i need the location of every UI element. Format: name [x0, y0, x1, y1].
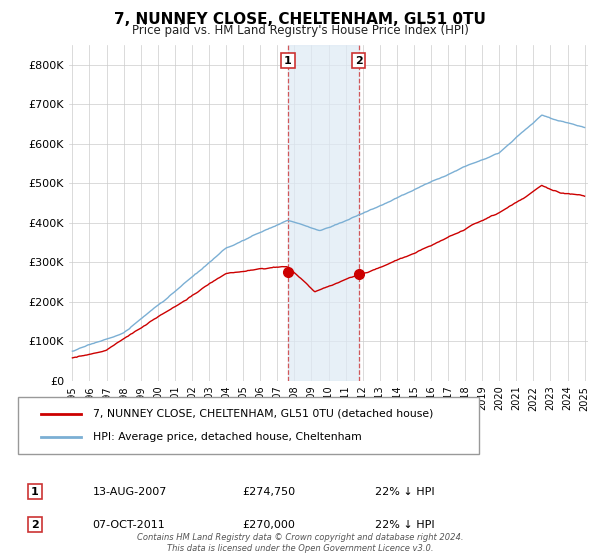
Text: 7, NUNNEY CLOSE, CHELTENHAM, GL51 0TU (detached house): 7, NUNNEY CLOSE, CHELTENHAM, GL51 0TU (d… — [92, 409, 433, 419]
Text: 07-OCT-2011: 07-OCT-2011 — [92, 520, 166, 530]
Text: 1: 1 — [31, 487, 39, 497]
Text: 1: 1 — [284, 55, 292, 66]
Text: HPI: Average price, detached house, Cheltenham: HPI: Average price, detached house, Chel… — [92, 432, 361, 442]
Text: 13-AUG-2007: 13-AUG-2007 — [92, 487, 167, 497]
Text: Price paid vs. HM Land Registry's House Price Index (HPI): Price paid vs. HM Land Registry's House … — [131, 24, 469, 36]
Text: 2: 2 — [31, 520, 39, 530]
Text: £274,750: £274,750 — [242, 487, 296, 497]
Text: 7, NUNNEY CLOSE, CHELTENHAM, GL51 0TU: 7, NUNNEY CLOSE, CHELTENHAM, GL51 0TU — [114, 12, 486, 27]
Text: Contains HM Land Registry data © Crown copyright and database right 2024.
This d: Contains HM Land Registry data © Crown c… — [137, 533, 463, 553]
Text: 22% ↓ HPI: 22% ↓ HPI — [375, 520, 434, 530]
Text: 2: 2 — [355, 55, 362, 66]
Text: £270,000: £270,000 — [242, 520, 295, 530]
Bar — [288, 45, 359, 381]
Text: 22% ↓ HPI: 22% ↓ HPI — [375, 487, 434, 497]
FancyBboxPatch shape — [18, 398, 479, 454]
